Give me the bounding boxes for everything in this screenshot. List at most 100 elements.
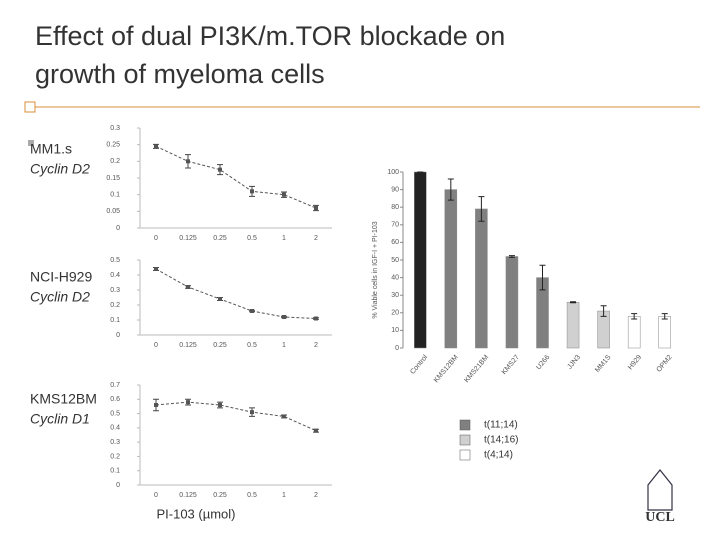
y-tick-label: 0 xyxy=(116,225,120,232)
y-tick-label: 0.5 xyxy=(110,410,120,417)
x-tick-label: 0 xyxy=(154,235,158,242)
x-tick-label: 0.125 xyxy=(179,235,197,242)
error-bar xyxy=(539,264,546,291)
accent-box xyxy=(24,101,36,113)
logo: UCL xyxy=(645,469,675,525)
x-axis-label: PI-103 (µmol) xyxy=(156,506,235,521)
data-point xyxy=(154,267,158,271)
x-tick-label: 1 xyxy=(282,492,286,499)
x-tick-label: KMS12BM xyxy=(433,354,460,384)
chart-title: NCI-H929 xyxy=(30,269,92,285)
data-point xyxy=(218,167,222,172)
y-tick-label: 80 xyxy=(391,204,399,211)
bar xyxy=(658,316,671,349)
x-tick-label: 1 xyxy=(282,235,286,242)
bullet xyxy=(28,140,34,146)
x-tick-label: 0.25 xyxy=(213,342,227,349)
bar xyxy=(414,171,427,349)
x-tick-label: OPM2 xyxy=(656,354,674,374)
data-point xyxy=(314,206,318,210)
error-bar xyxy=(447,178,454,201)
y-tick-label: 0.05 xyxy=(106,208,120,215)
data-point xyxy=(186,400,190,405)
x-tick-label: JJN3 xyxy=(566,354,582,371)
y-tick-label: 20 xyxy=(391,310,399,317)
error-bar xyxy=(570,301,577,304)
title-line: Effect of dual PI3K/m.TOR blockade on xyxy=(35,21,505,51)
bar xyxy=(444,189,458,349)
x-tick-label: KMS27 xyxy=(501,354,521,376)
legend-label: t(11;14) xyxy=(484,420,518,431)
chart-subtitle: Cyclin D1 xyxy=(30,411,90,427)
y-tick-label: 10 xyxy=(391,327,399,334)
data-point xyxy=(282,315,286,319)
x-tick-label: 2 xyxy=(314,342,318,349)
data-point xyxy=(218,403,222,407)
x-tick-label: MM1S xyxy=(594,354,613,374)
x-tick-label: 0.25 xyxy=(213,492,227,499)
data-line xyxy=(155,268,317,319)
y-tick-label: 0.25 xyxy=(106,142,120,149)
x-tick-label: 0.5 xyxy=(247,492,257,499)
chart-subtitle: Cyclin D2 xyxy=(30,161,90,177)
data-point xyxy=(186,285,190,289)
y-tick-label: 90 xyxy=(391,186,399,193)
y-tick-label: 0 xyxy=(116,482,120,489)
x-tick-label: 0 xyxy=(154,342,158,349)
error-bar xyxy=(600,305,607,317)
legend-label: t(14;16) xyxy=(484,435,518,446)
y-tick-label: 0.2 xyxy=(110,453,120,460)
x-tick-label: 0.125 xyxy=(179,492,197,499)
error-bar xyxy=(631,313,638,320)
y-tick-label: 0.3 xyxy=(110,439,120,446)
y-tick-label: 0.3 xyxy=(110,287,120,294)
x-tick-label: 2 xyxy=(314,492,318,499)
error-bar xyxy=(478,196,485,222)
data-point xyxy=(250,410,254,415)
y-tick-label: 0.2 xyxy=(110,158,120,165)
y-tick-label: 0.1 xyxy=(110,192,120,199)
logo-text: UCL xyxy=(645,510,675,525)
data-point xyxy=(250,309,254,313)
y-tick-label: 0.1 xyxy=(110,468,120,475)
x-tick-label: U266 xyxy=(535,354,551,371)
data-point xyxy=(218,297,222,301)
data-point xyxy=(282,192,286,197)
chart-title: MM1.s xyxy=(30,141,72,157)
data-point xyxy=(282,414,286,419)
x-tick-label: KMS21BM xyxy=(463,354,490,384)
x-tick-label: 0 xyxy=(154,492,158,499)
y-axis-label: % Viable cells in IGF-I + PI-103 xyxy=(372,221,379,318)
y-tick-label: 0.7 xyxy=(110,382,120,389)
y-tick-label: 0.15 xyxy=(106,175,120,182)
y-tick-label: 0.4 xyxy=(110,272,120,279)
data-point xyxy=(154,144,158,149)
x-tick-label: 0.5 xyxy=(247,235,257,242)
legend-swatch xyxy=(459,434,471,446)
x-tick-label: 1 xyxy=(282,342,286,349)
y-tick-label: 100 xyxy=(387,169,399,176)
legend-swatch xyxy=(459,449,471,461)
x-tick-label: H929 xyxy=(627,354,643,371)
x-tick-label: 0.25 xyxy=(213,235,227,242)
data-line xyxy=(155,145,317,209)
y-tick-label: 0 xyxy=(395,345,399,352)
data-point xyxy=(186,159,190,164)
error-bar xyxy=(661,313,668,320)
y-tick-label: 70 xyxy=(391,222,399,229)
y-tick-label: 0.5 xyxy=(110,257,120,264)
data-point xyxy=(314,316,318,321)
y-tick-label: 50 xyxy=(391,257,399,264)
x-tick-label: 0.125 xyxy=(179,342,197,349)
data-point xyxy=(250,189,254,194)
y-tick-label: 40 xyxy=(391,274,399,281)
bar xyxy=(566,301,580,349)
bar xyxy=(505,256,519,349)
bar xyxy=(475,208,488,349)
chart-title: KMS12BM xyxy=(30,391,97,407)
y-tick-label: 0.2 xyxy=(110,302,120,309)
legend-swatch xyxy=(459,419,471,431)
x-tick-label: 0.5 xyxy=(247,342,257,349)
y-tick-label: 60 xyxy=(391,239,399,246)
